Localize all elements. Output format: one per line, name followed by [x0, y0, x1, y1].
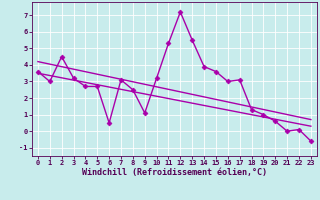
X-axis label: Windchill (Refroidissement éolien,°C): Windchill (Refroidissement éolien,°C)	[82, 168, 267, 177]
